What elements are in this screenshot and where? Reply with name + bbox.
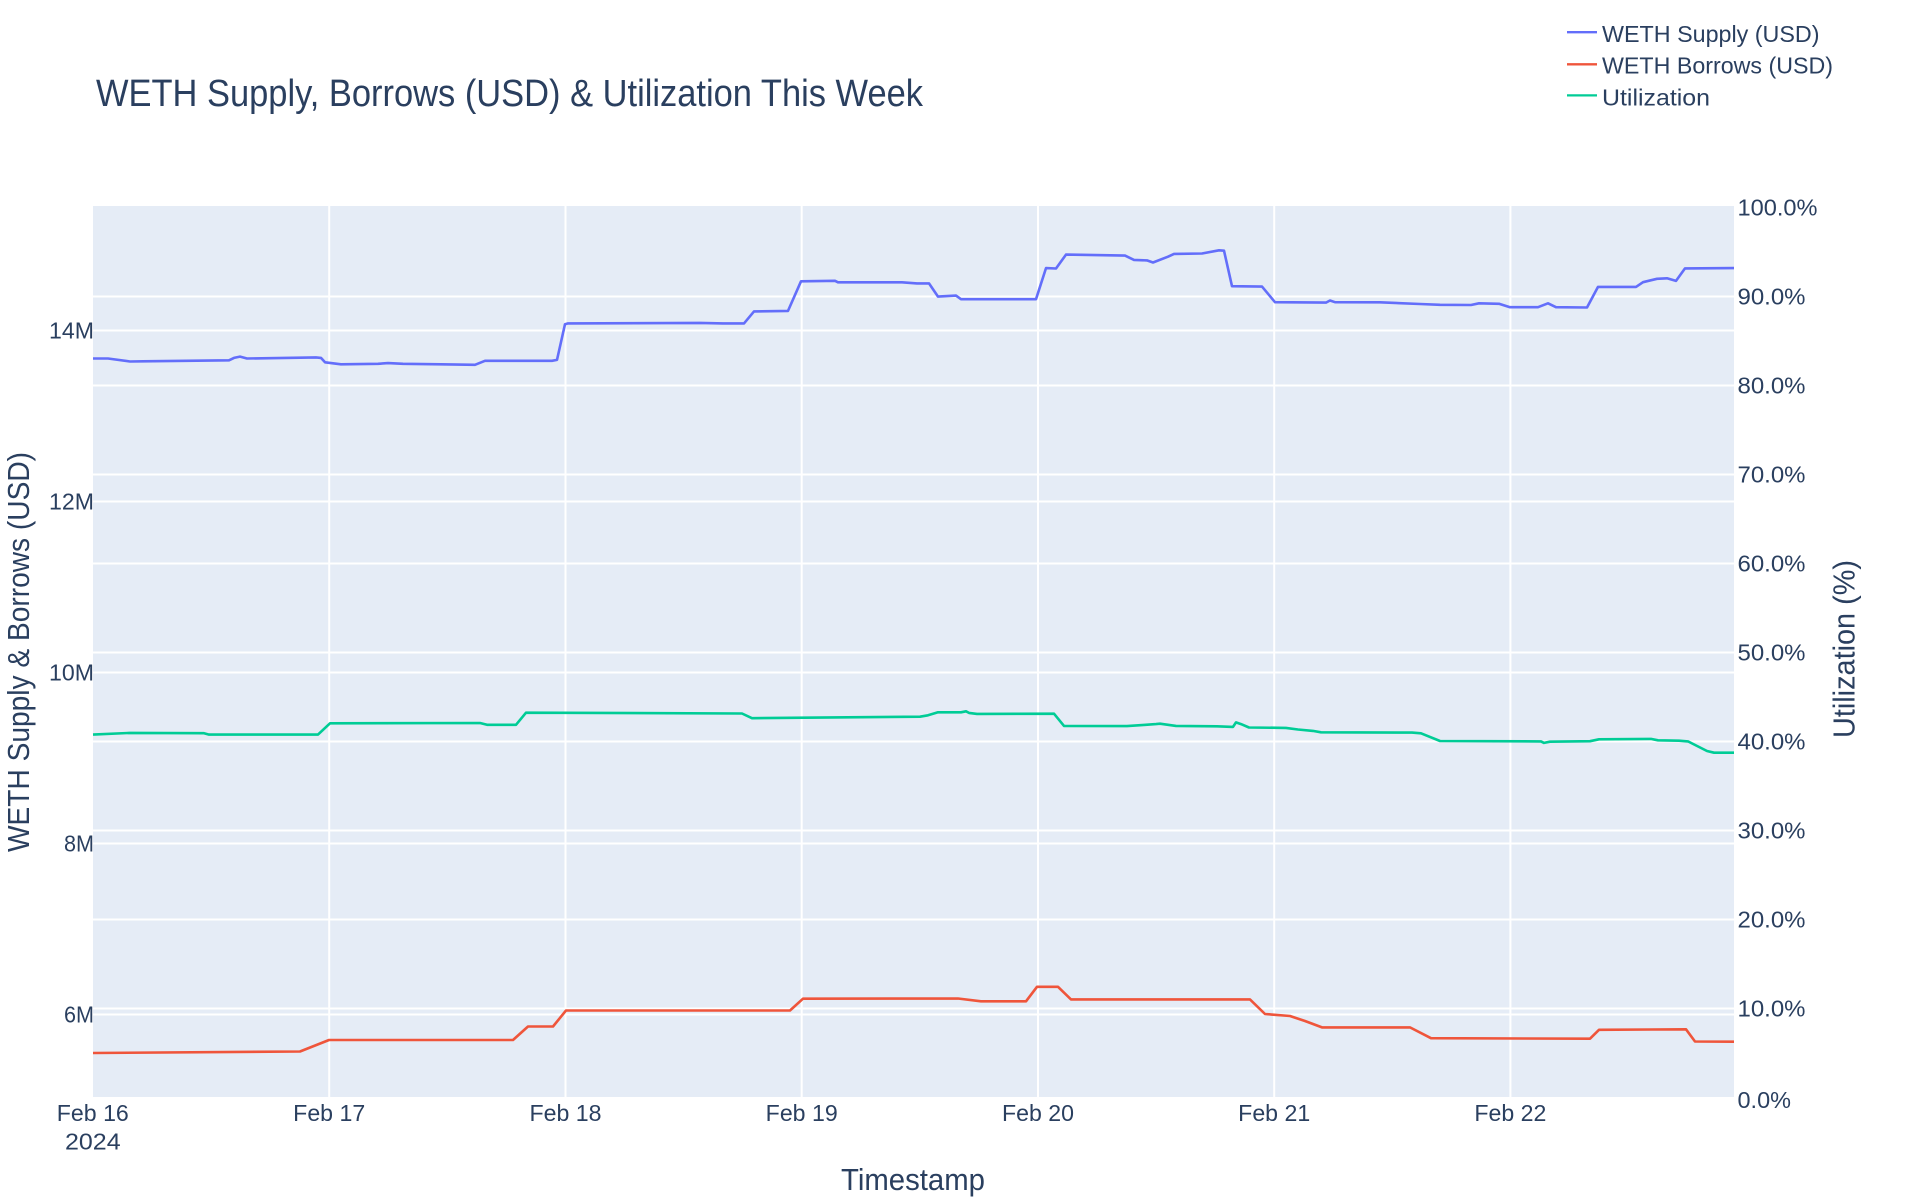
svg-text:40.0%: 40.0%	[1738, 729, 1806, 755]
svg-text:WETH Supply & Borrows (USD): WETH Supply & Borrows (USD)	[1, 452, 36, 852]
svg-text:20.0%: 20.0%	[1738, 907, 1806, 933]
svg-text:14M: 14M	[49, 318, 94, 344]
svg-text:Feb 19: Feb 19	[766, 1100, 838, 1126]
svg-text:2024: 2024	[65, 1129, 121, 1155]
svg-text:Utilization: Utilization	[1602, 84, 1710, 110]
svg-text:Feb 16: Feb 16	[57, 1100, 129, 1126]
svg-text:60.0%: 60.0%	[1738, 551, 1806, 577]
svg-text:Feb 20: Feb 20	[1002, 1100, 1074, 1126]
svg-text:Feb 17: Feb 17	[293, 1100, 365, 1126]
svg-text:0.0%: 0.0%	[1738, 1087, 1792, 1113]
svg-text:8M: 8M	[64, 831, 94, 857]
svg-text:WETH Borrows (USD): WETH Borrows (USD)	[1602, 52, 1833, 78]
svg-text:Feb 22: Feb 22	[1474, 1100, 1546, 1126]
svg-text:Feb 21: Feb 21	[1238, 1100, 1310, 1126]
svg-text:Timestamp: Timestamp	[841, 1162, 985, 1197]
svg-text:WETH Supply, Borrows (USD) & U: WETH Supply, Borrows (USD) & Utilization…	[96, 73, 924, 115]
svg-text:10M: 10M	[49, 660, 94, 686]
svg-text:80.0%: 80.0%	[1738, 373, 1806, 399]
svg-text:WETH Supply (USD): WETH Supply (USD)	[1602, 21, 1820, 47]
svg-text:100.0%: 100.0%	[1738, 195, 1818, 221]
svg-text:90.0%: 90.0%	[1738, 284, 1806, 310]
svg-text:10.0%: 10.0%	[1738, 996, 1806, 1022]
svg-text:30.0%: 30.0%	[1738, 818, 1806, 844]
svg-text:50.0%: 50.0%	[1738, 640, 1806, 666]
svg-text:6M: 6M	[64, 1002, 94, 1028]
svg-text:Utilization (%): Utilization (%)	[1827, 560, 1862, 738]
svg-text:12M: 12M	[49, 489, 94, 515]
svg-text:70.0%: 70.0%	[1738, 462, 1806, 488]
svg-text:Feb 18: Feb 18	[530, 1100, 602, 1126]
